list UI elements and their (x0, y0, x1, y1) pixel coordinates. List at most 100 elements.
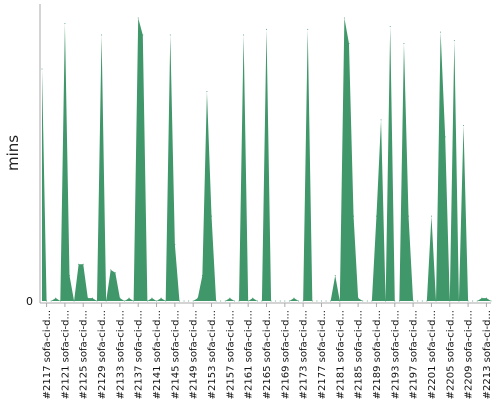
data-point (380, 119, 382, 121)
data-point (375, 215, 377, 217)
data-point (394, 300, 396, 302)
data-point (366, 300, 368, 302)
data-point (458, 300, 460, 302)
data-point (201, 275, 203, 277)
data-point (64, 23, 66, 25)
data-point (252, 297, 254, 299)
x-tick-label: #2213 sofa-ci-d... (482, 310, 493, 399)
data-point (46, 300, 48, 302)
x-tick-label: #2125 sofa-ci-d... (79, 310, 90, 399)
data-point (119, 297, 121, 299)
data-point (385, 300, 387, 302)
data-point (307, 28, 309, 30)
data-point (467, 300, 469, 302)
data-point (59, 300, 61, 302)
data-point (220, 300, 222, 302)
data-point (485, 297, 487, 299)
x-tick-label: #2185 sofa-ci-d... (354, 310, 365, 399)
data-point (279, 300, 281, 302)
data-point (325, 300, 327, 302)
data-point (481, 297, 483, 299)
data-point (417, 300, 419, 302)
data-point (357, 297, 359, 299)
data-point (105, 300, 107, 302)
data-point (408, 215, 410, 217)
x-tick-label: #2197 sofa-ci-d... (409, 310, 420, 399)
data-point (197, 297, 199, 299)
x-tick-label: #2153 sofa-ci-d... (207, 310, 218, 399)
x-tick-label: #2141 sofa-ci-d... (152, 310, 163, 399)
data-point (183, 300, 185, 302)
x-tick-label: #2161 sofa-ci-d... (244, 310, 255, 399)
data-point (463, 125, 465, 127)
data-point (398, 300, 400, 302)
data-point (96, 300, 98, 302)
plot-area (41, 17, 492, 302)
data-point (206, 91, 208, 93)
data-point (403, 42, 405, 44)
x-tick-label: #2193 sofa-ci-d... (390, 310, 401, 399)
data-point (435, 300, 437, 302)
data-point (320, 300, 322, 302)
x-tick-label: #2149 sofa-ci-d... (189, 310, 200, 399)
x-tick-label: #2169 sofa-ci-d... (280, 310, 291, 399)
data-point (169, 34, 171, 36)
data-point (128, 297, 130, 299)
data-point (215, 300, 217, 302)
data-point (288, 300, 290, 302)
data-point (87, 297, 89, 299)
x-tick-label: #2205 sofa-ci-d... (445, 310, 456, 399)
data-point (426, 300, 428, 302)
data-point (224, 300, 226, 302)
x-tick-label: #2165 sofa-ci-d... (262, 310, 273, 399)
data-point (178, 300, 180, 302)
x-tick-label: #2201 sofa-ci-d... (427, 310, 438, 399)
data-point (229, 297, 231, 299)
data-point (284, 300, 286, 302)
data-point (339, 300, 341, 302)
x-tick-label: #2117 sofa-ci-d... (42, 310, 53, 399)
data-point (270, 300, 272, 302)
x-tick-label: #2145 sofa-ci-d... (170, 310, 181, 399)
data-point (316, 300, 318, 302)
data-point (421, 300, 423, 302)
x-tick-label: #2129 sofa-ci-d... (97, 310, 108, 399)
data-point (298, 300, 300, 302)
x-axis-ticks: #2117 sofa-ci-d... #2121 sofa-ci-d... #212… (42, 303, 493, 399)
data-point (472, 300, 474, 302)
data-point (389, 25, 391, 27)
data-point (142, 34, 144, 36)
y-tick-label: 0 (26, 295, 33, 308)
data-point (412, 300, 414, 302)
x-tick-label: #2177 sofa-ci-d... (317, 310, 328, 399)
x-tick-label: #2189 sofa-ci-d... (372, 310, 383, 399)
data-point (362, 300, 364, 302)
x-tick-label: #2137 sofa-ci-d... (134, 310, 145, 399)
data-point (247, 300, 249, 302)
data-point (114, 272, 116, 274)
data-point (133, 300, 135, 302)
data-point (137, 17, 139, 19)
data-point (50, 300, 52, 302)
data-point (146, 300, 148, 302)
data-point (151, 297, 153, 299)
data-point (353, 215, 355, 217)
y-axis-title: mins (4, 135, 22, 171)
data-point (123, 300, 125, 302)
y-axis-ticks: 0 (26, 295, 33, 308)
data-point (256, 300, 258, 302)
data-point (160, 297, 162, 299)
x-tick-label: #2133 sofa-ci-d... (115, 310, 126, 399)
data-point (261, 300, 263, 302)
data-point (68, 275, 70, 277)
data-point (490, 300, 492, 302)
data-point (91, 297, 93, 299)
data-point (266, 28, 267, 30)
data-point (348, 42, 350, 44)
data-point (73, 300, 75, 302)
data-point (174, 243, 176, 245)
data-point (41, 68, 43, 70)
data-point (238, 300, 240, 302)
data-point (165, 300, 167, 302)
data-point (330, 300, 332, 302)
